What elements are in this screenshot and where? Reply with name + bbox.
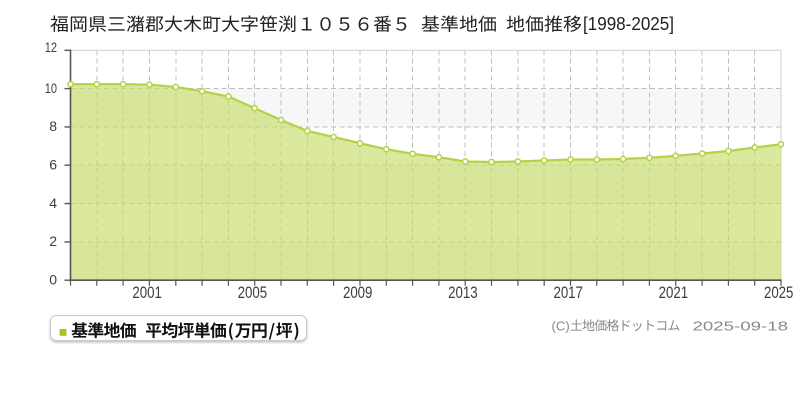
svg-text:2005: 2005: [238, 283, 268, 302]
svg-text:8: 8: [49, 118, 57, 134]
svg-text:6: 6: [49, 156, 57, 172]
svg-text:0: 0: [49, 271, 57, 287]
svg-text:2009: 2009: [343, 283, 373, 302]
svg-text:2021: 2021: [659, 283, 689, 302]
svg-text:2025-09-18: 2025-09-18: [693, 319, 789, 334]
svg-text:4: 4: [49, 195, 57, 211]
svg-text:10: 10: [45, 80, 57, 96]
svg-text:(C): (C): [552, 319, 570, 333]
svg-text:2013: 2013: [448, 283, 478, 302]
svg-text:2: 2: [49, 233, 57, 249]
svg-text:2001: 2001: [132, 283, 162, 302]
svg-text:2017: 2017: [553, 283, 583, 302]
svg-text:2025: 2025: [764, 283, 794, 302]
svg-text:12: 12: [45, 39, 57, 55]
svg-text:[1998-2025]: [1998-2025]: [583, 14, 674, 34]
